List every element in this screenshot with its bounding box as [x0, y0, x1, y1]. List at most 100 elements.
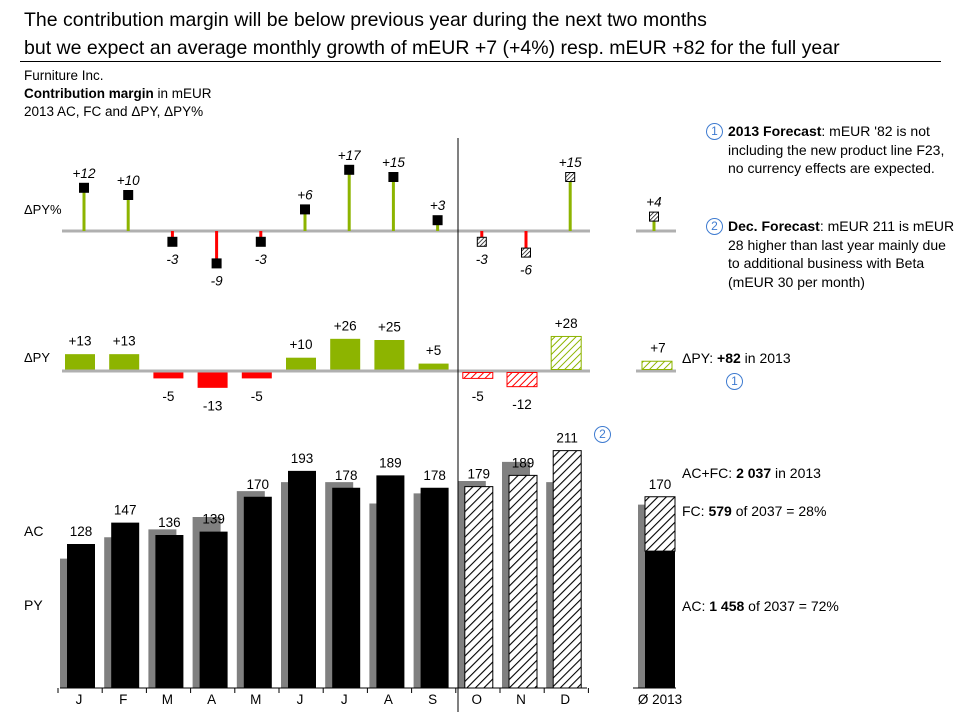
delta-pct-label: +10: [117, 173, 140, 188]
dpy-summary-ref: 1: [726, 372, 743, 390]
delta-label: +13: [69, 334, 92, 349]
ac-bar: [155, 535, 184, 688]
ac-value-label: 139: [202, 512, 225, 527]
fc-bar: [552, 450, 582, 689]
fc-summary-value: 579: [708, 503, 732, 519]
total-summary-prefix: AC+FC:: [682, 465, 737, 481]
delta-pct-label: +6: [297, 187, 313, 202]
note-1-head: 1 2013 Forecast: mEUR '82 is not includin…: [706, 122, 961, 178]
average-column-group: 170 Ø 2013: [633, 477, 682, 707]
ac-bar: [376, 475, 405, 688]
delta-pct-marker: [300, 204, 310, 215]
delta-label: +28: [555, 316, 578, 331]
ac-value-label: 178: [335, 468, 358, 483]
delta-bar: [506, 372, 538, 388]
fc-bar: [464, 486, 494, 689]
note-forecast-2013: 1 2013 Forecast: mEUR '82 is not includin…: [706, 122, 961, 178]
delta-pct-marker: [521, 247, 531, 258]
delta-label: +5: [426, 343, 441, 358]
delta-bar: [241, 372, 272, 379]
avg-delta-pct-marker: [649, 211, 659, 222]
row-label-dpy-pct: ΔPY%: [24, 202, 62, 217]
ac-summary-suffix: of 2037 = 72%: [744, 598, 839, 614]
delta-bar: [462, 372, 494, 379]
delta-bar: [374, 340, 405, 370]
delta-bar: [109, 354, 140, 370]
month-label: A: [207, 692, 216, 707]
ac-summary: AC: 1 458 of 2037 = 72%: [682, 598, 839, 614]
delta-pct-label: -3: [476, 252, 488, 267]
delta-bar: [197, 372, 228, 388]
dec-ref-marker: 2: [594, 426, 611, 443]
ac-value-label: 147: [114, 503, 137, 518]
avg-category-label: Ø 2013: [638, 692, 682, 707]
month-label: M: [162, 692, 173, 707]
note-2-head: 2 Dec. Forecast: mEUR 211 is mEUR 28 high…: [706, 217, 961, 291]
month-label: A: [384, 692, 393, 707]
dpy-summary: ΔPY: +82 in 2013: [682, 350, 791, 366]
ac-py-column-chart: 128 J 147 F 136 M 139 A 170 M 193 J 178 J 189 A 178 S 179 O…: [57, 431, 589, 707]
headline-line-1: The contribution margin will be below pr…: [24, 9, 707, 31]
ac-bar: [111, 522, 140, 688]
measure-unit: in mEUR: [153, 86, 212, 101]
ac-value-label: 170: [247, 477, 270, 492]
scenario-line: 2013 AC, FC and ΔPY, ΔPY%: [24, 104, 204, 119]
delta-bar: [153, 372, 184, 379]
avg-value-label: 170: [649, 477, 672, 492]
note-1-marker: 1: [706, 123, 723, 140]
month-label: M: [250, 692, 261, 707]
fc-summary-suffix: of 2037 = 28%: [731, 503, 827, 519]
delta-pct-marker: [388, 172, 399, 182]
total-summary: AC+FC: 2 037 in 2013: [682, 465, 821, 481]
avg-delta-bar: [641, 360, 673, 370]
delta-pct-label: -6: [520, 263, 532, 278]
delta-bar-chart: +13 +13 -5 -13 -5 +10 +26 +25 +5 -5 -12 +28 +7: [62, 316, 676, 413]
ac-summary-prefix: AC:: [682, 598, 710, 614]
note-2-marker: 2: [706, 218, 723, 235]
delta-label: -5: [251, 389, 263, 404]
delta-label: +25: [378, 320, 401, 335]
delta-pct-label: -3: [166, 252, 178, 267]
month-label: N: [516, 692, 526, 707]
delta-pct-marker: [167, 236, 178, 247]
month-label: J: [341, 692, 348, 707]
dpy-summary-value: +82: [717, 350, 741, 366]
delta-pct-label: +3: [430, 198, 446, 213]
company-name: Furniture Inc.: [24, 68, 104, 83]
total-summary-suffix: in 2013: [771, 465, 821, 481]
delta-label: +26: [334, 318, 357, 333]
delta-label: +13: [113, 334, 136, 349]
delta-pct-marker: [79, 182, 89, 193]
fc-bar: [508, 474, 538, 689]
delta-pct-marker: [123, 190, 134, 200]
avg-delta-label: +7: [650, 341, 665, 356]
month-label: O: [472, 692, 483, 707]
dpy-summary-prefix: ΔPY:: [682, 350, 718, 366]
ac-bar: [420, 487, 449, 688]
delta-label: -12: [512, 397, 532, 412]
fc-summary-prefix: FC:: [682, 503, 709, 519]
row-label-py: PY: [24, 597, 43, 613]
delta-pct-marker: [476, 236, 487, 247]
note-1-text: : mEUR '82 is not including the new prod…: [728, 123, 945, 176]
headline-line-2: but we expect an average monthly growth …: [24, 37, 840, 59]
ac-bar: [243, 496, 272, 688]
ac-summary-value: 1 458: [709, 598, 745, 614]
ac-value-label: 136: [158, 515, 181, 530]
ac-bar: [288, 470, 316, 688]
ac-value-label: 193: [291, 451, 314, 466]
dpy-summary-suffix: in 2013: [740, 350, 791, 366]
month-label: D: [560, 692, 570, 707]
delta-pct-label: -3: [255, 252, 267, 267]
delta-label: -5: [162, 389, 174, 404]
note-2-text: : mEUR 211 is mEUR 28 higher than last y…: [728, 218, 955, 290]
note-2-title: Dec. Forecast: [728, 218, 820, 234]
delta-pct-marker: [432, 215, 443, 226]
delta-bar: [550, 335, 582, 370]
delta-pct-label: +15: [559, 155, 582, 170]
delta-label: -13: [203, 398, 223, 413]
delta-pct-marker: [211, 258, 222, 269]
delta-pct-marker: [565, 172, 576, 182]
delta-bar: [330, 338, 361, 370]
